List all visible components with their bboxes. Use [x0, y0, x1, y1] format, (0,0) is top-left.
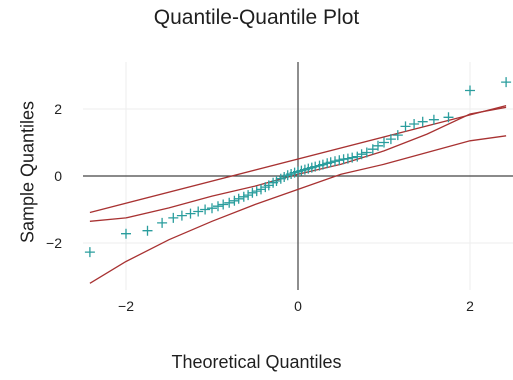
data-point-6: [185, 208, 196, 219]
data-point-57: [465, 85, 475, 96]
y-tick-label-2: 2: [54, 101, 62, 117]
data-point-1: [121, 228, 131, 239]
x-tick-label-2: 2: [466, 298, 474, 314]
data-points: [84, 77, 512, 258]
data-point-43: [347, 152, 358, 163]
data-point-18: [251, 186, 262, 197]
chart-title: Quantile-Quantile Plot: [153, 6, 360, 29]
data-point-16: [243, 190, 254, 201]
data-point-14: [233, 193, 244, 204]
data-point-44: [352, 151, 363, 162]
x-tick-label-1: 0: [294, 298, 302, 314]
data-point-54: [417, 116, 428, 127]
data-point-56: [443, 112, 454, 123]
data-point-17: [247, 187, 258, 198]
data-point-4: [168, 212, 179, 223]
data-point-55: [428, 114, 439, 125]
data-point-19: [256, 184, 266, 195]
y-tick-label-1: 0: [54, 168, 62, 184]
band-line-2: [89, 135, 507, 284]
tick-labels: −2 0 2 −2 0 2: [46, 101, 474, 314]
data-point-38: [325, 157, 336, 168]
x-axis-label: Theoretical Quantiles: [171, 352, 342, 372]
data-point-5: [176, 210, 187, 221]
data-point-52: [400, 121, 411, 132]
data-point-48: [373, 140, 383, 151]
data-point-11: [218, 199, 229, 210]
y-tick-label-0: −2: [46, 235, 62, 251]
data-point-53: [409, 119, 420, 129]
y-axis-label: Sample Quantiles: [17, 100, 38, 244]
band-line-3: [89, 104, 507, 214]
data-point-50: [385, 134, 396, 145]
data-point-46: [361, 147, 372, 158]
data-point-58: [501, 77, 512, 88]
x-tick-label-0: −2: [118, 298, 134, 314]
data-point-49: [379, 137, 389, 148]
data-point-8: [200, 204, 211, 215]
data-point-23: [271, 176, 282, 186]
data-point-0: [84, 247, 95, 258]
data-point-36: [317, 159, 328, 170]
data-point-9: [207, 203, 217, 214]
data-point-40: [334, 155, 345, 166]
data-point-42: [342, 153, 353, 164]
data-point-13: [229, 195, 240, 206]
data-point-12: [224, 197, 235, 208]
data-point-45: [356, 149, 367, 160]
data-point-10: [213, 201, 223, 212]
data-point-51: [392, 130, 403, 141]
data-point-15: [238, 191, 249, 202]
data-point-34: [310, 161, 321, 172]
data-point-39: [330, 156, 340, 167]
data-point-2: [142, 225, 153, 236]
data-point-3: [157, 217, 168, 228]
data-point-7: [193, 206, 204, 217]
data-point-47: [367, 144, 378, 155]
